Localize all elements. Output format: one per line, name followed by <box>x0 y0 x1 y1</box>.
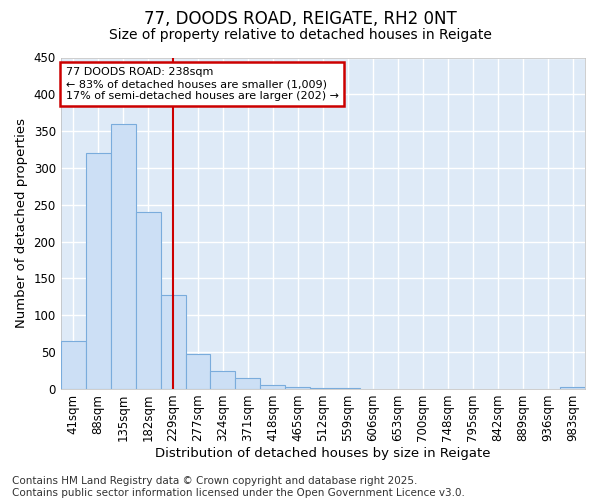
Y-axis label: Number of detached properties: Number of detached properties <box>15 118 28 328</box>
Bar <box>286 386 310 389</box>
Bar <box>560 388 585 389</box>
Bar <box>61 341 86 389</box>
Bar <box>211 370 235 389</box>
Bar <box>86 154 110 389</box>
Bar <box>161 294 185 389</box>
Bar <box>110 124 136 389</box>
Text: 77 DOODS ROAD: 238sqm
← 83% of detached houses are smaller (1,009)
17% of semi-d: 77 DOODS ROAD: 238sqm ← 83% of detached … <box>66 68 339 100</box>
Text: Contains HM Land Registry data © Crown copyright and database right 2025.
Contai: Contains HM Land Registry data © Crown c… <box>12 476 465 498</box>
Bar <box>310 388 335 389</box>
Text: Size of property relative to detached houses in Reigate: Size of property relative to detached ho… <box>109 28 491 42</box>
Bar <box>335 388 360 389</box>
Bar <box>136 212 161 389</box>
X-axis label: Distribution of detached houses by size in Reigate: Distribution of detached houses by size … <box>155 447 491 460</box>
Bar <box>235 378 260 389</box>
Bar <box>260 386 286 389</box>
Text: 77, DOODS ROAD, REIGATE, RH2 0NT: 77, DOODS ROAD, REIGATE, RH2 0NT <box>143 10 457 28</box>
Bar <box>185 354 211 389</box>
